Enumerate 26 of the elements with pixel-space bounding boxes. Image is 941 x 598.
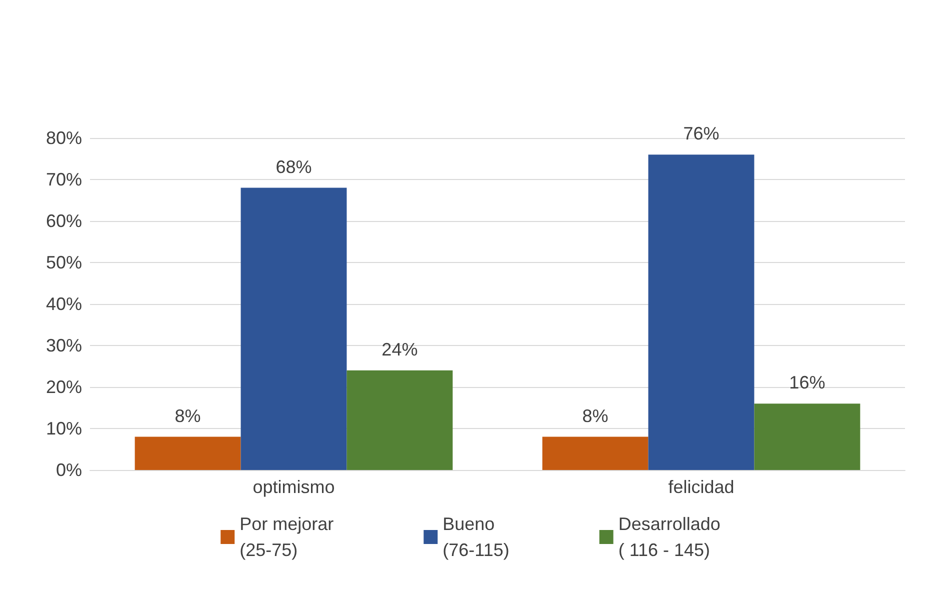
- data-label: 8%: [582, 406, 608, 426]
- y-tick-label: 30%: [46, 336, 82, 356]
- y-tick-label: 10%: [46, 418, 82, 438]
- bar: [346, 370, 453, 470]
- y-tick-label: 0%: [56, 460, 82, 480]
- bar: [542, 436, 648, 470]
- legend-label: Por mejorar (25-75): [240, 514, 334, 560]
- y-tick-label: 60%: [46, 211, 82, 231]
- data-label: 24%: [382, 339, 418, 360]
- data-label: 68%: [276, 156, 312, 177]
- legend-label: Desarrollado ( 116 - 145): [618, 514, 720, 560]
- data-label: 8%: [174, 406, 201, 426]
- bar: [240, 188, 347, 470]
- y-tick-label: 20%: [46, 377, 82, 397]
- y-tick-label: 80%: [46, 128, 82, 148]
- x-tick-label: optimismo: [252, 477, 335, 497]
- y-tick-label: 70%: [46, 170, 82, 190]
- data-label: 16%: [789, 372, 826, 393]
- legend-label: Bueno (76-115): [442, 514, 510, 560]
- x-tick-label: felicidad: [668, 477, 734, 497]
- bar: [648, 154, 754, 470]
- y-tick-label: 40%: [46, 294, 82, 314]
- y-tick-label: 50%: [46, 252, 82, 272]
- bar: [134, 436, 241, 470]
- bar: [754, 404, 860, 470]
- data-label: 76%: [683, 124, 720, 144]
